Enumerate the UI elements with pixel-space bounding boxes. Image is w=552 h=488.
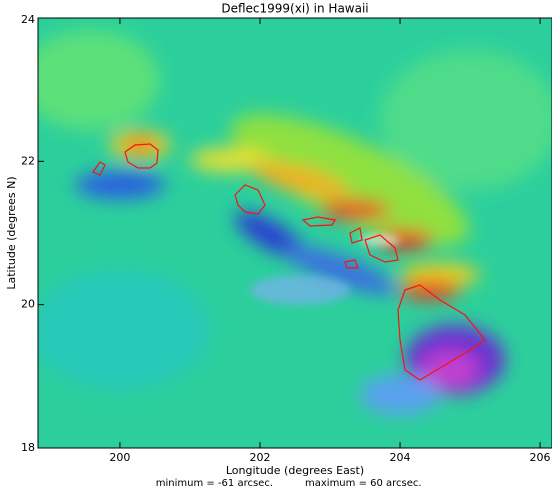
maximum-note: maximum = 60 arcsec. <box>305 478 422 488</box>
map-title: Deflec1999(xi) in Hawaii <box>221 2 368 16</box>
x-tick-label: 200 <box>109 451 130 464</box>
deflection-raster <box>38 18 552 448</box>
x-axis-label: Longitude (degrees East) <box>226 464 364 477</box>
coastlines <box>92 143 486 381</box>
plot-frame <box>37 17 552 449</box>
y-tick-label: 22 <box>21 154 35 167</box>
y-tick-label: 24 <box>21 13 35 26</box>
y-axis-label: Latitude (degrees N) <box>5 176 18 289</box>
x-tick-label: 202 <box>249 451 270 464</box>
x-tick-label: 204 <box>390 451 411 464</box>
x-tick-label: 206 <box>530 451 551 464</box>
minimum-note: minimum = -61 arcsec. <box>156 478 273 488</box>
y-tick-label: 20 <box>21 298 35 311</box>
y-tick-label: 18 <box>21 441 35 454</box>
